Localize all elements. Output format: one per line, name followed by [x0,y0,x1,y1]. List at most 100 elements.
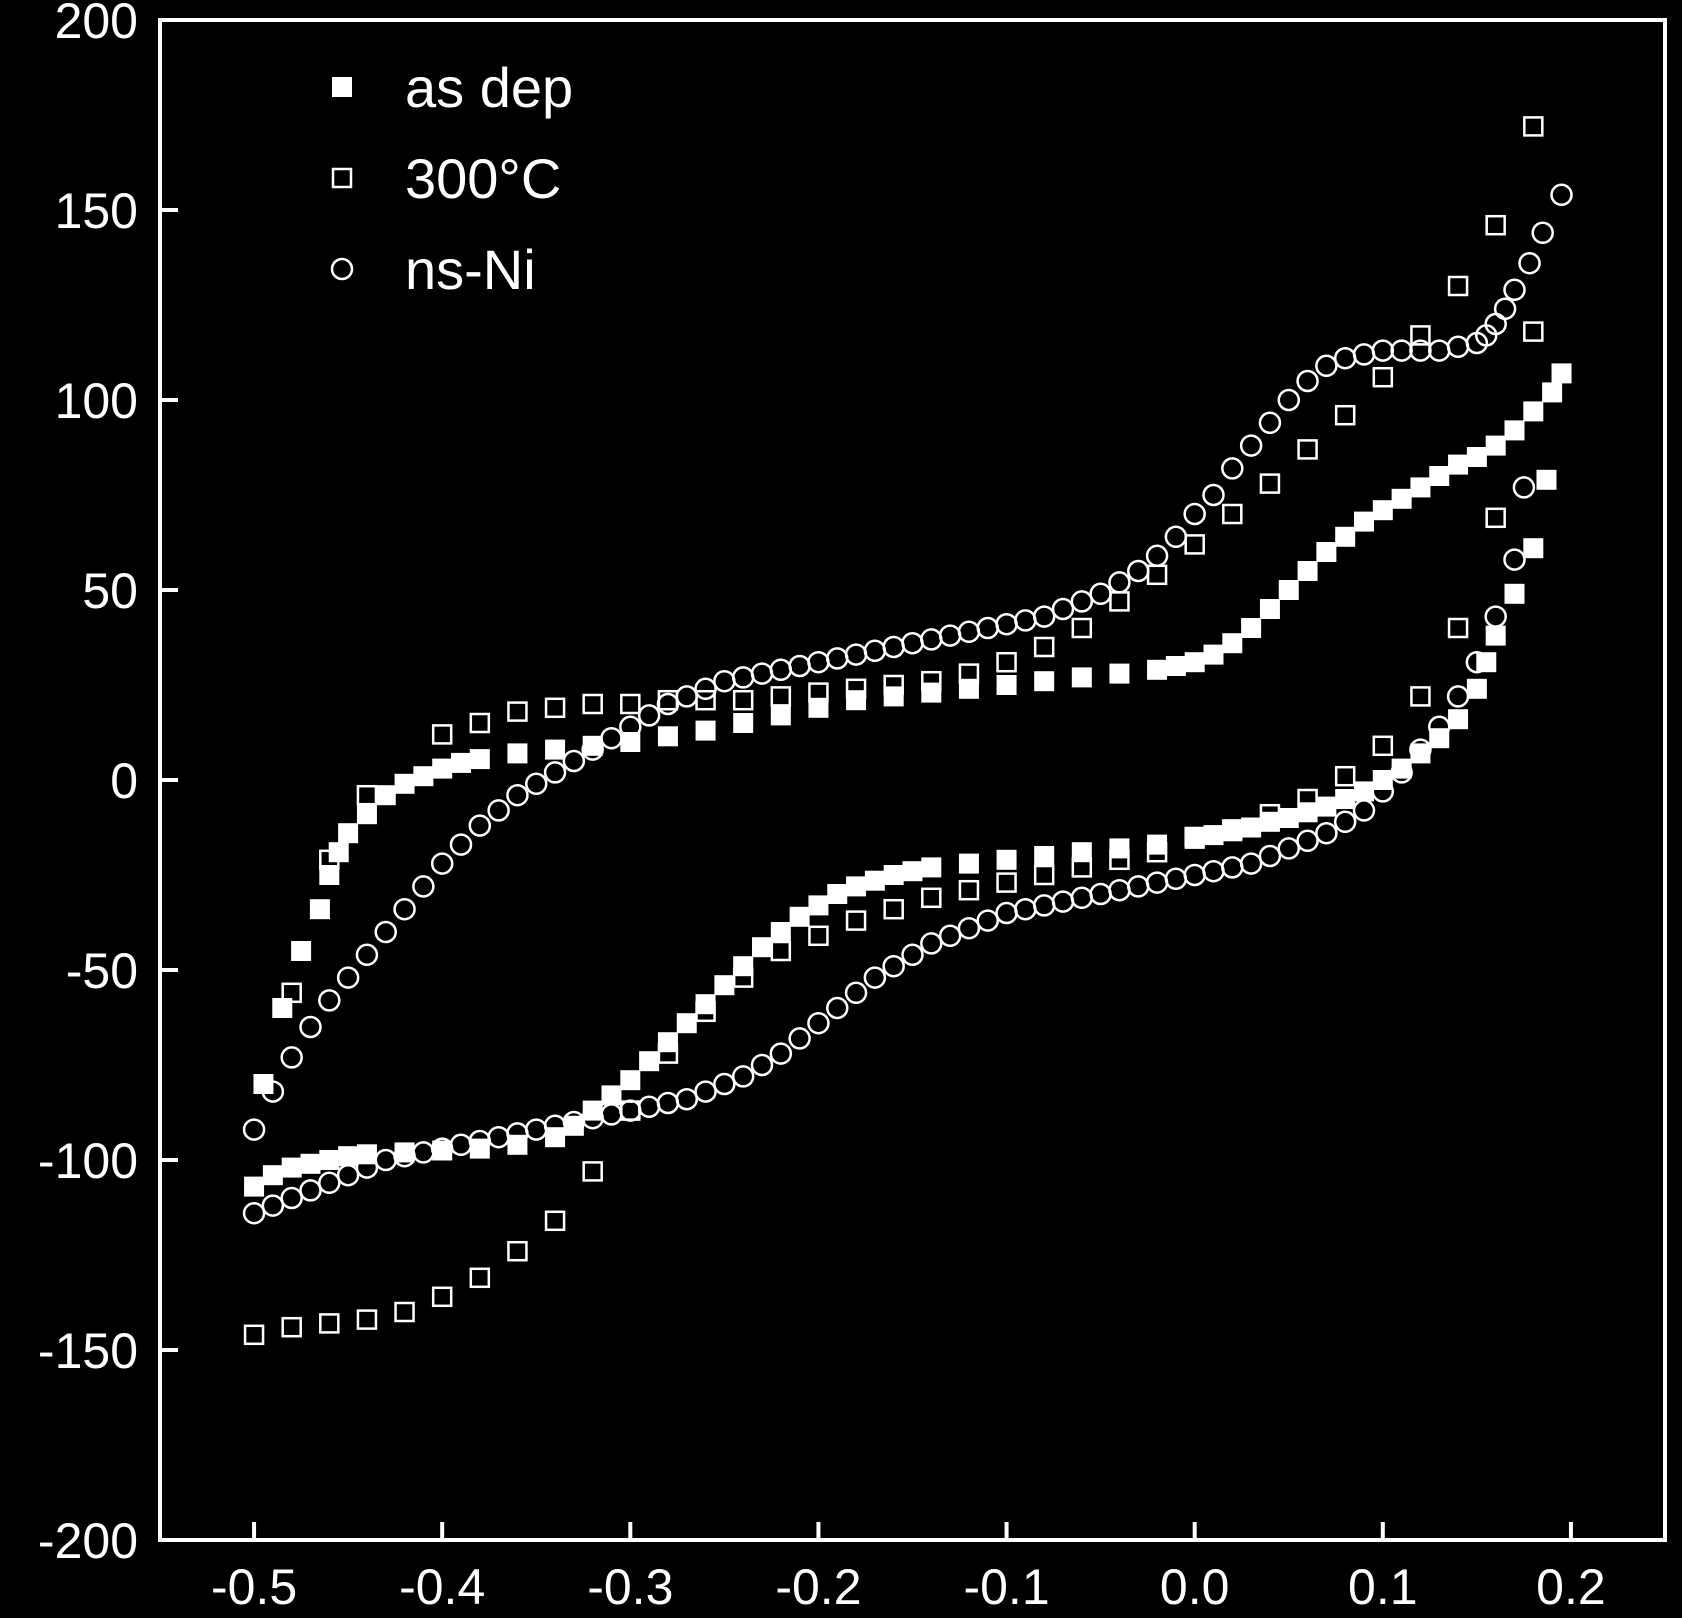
data-point-ns-ni [1070,590,1094,613]
data-point-as-dep [883,686,904,707]
data-point-300-c [1222,503,1243,525]
data-point-as-dep [1429,728,1450,749]
data-point-as-dep [1184,828,1205,849]
data-point-ns-ni [487,1125,510,1149]
data-point-as-dep [1241,618,1262,638]
data-point-ns-ni [731,666,755,689]
data-point-ns-ni [731,1065,755,1088]
data-point-as-dep [1071,667,1092,688]
data-point-as-dep [1109,663,1130,684]
y-tick-label: -200 [38,1513,138,1569]
data-point-ns-ni [1277,837,1300,860]
data-point-ns-ni [1428,715,1451,739]
data-point-ns-ni [1089,882,1112,906]
data-point-ns-ni [675,1087,698,1111]
data-point-ns-ni [1014,609,1037,632]
data-point-ns-ni [1518,251,1541,275]
data-point-ns-ni [600,1103,623,1126]
data-point-as-dep [770,705,791,726]
data-point-ns-ni [487,799,510,822]
data-point-as-dep [921,857,942,878]
data-point-300-c [770,940,792,962]
data-point-300-c [1184,534,1205,555]
data-point-as-dep [733,956,754,977]
data-point-as-dep [620,1070,641,1091]
data-point-300-c [544,697,566,719]
data-point-as-dep [309,899,330,920]
y-tick-label: -100 [38,1133,138,1189]
data-point-as-dep [996,849,1017,870]
data-point-as-dep [432,758,453,779]
data-point-300-c [695,1001,716,1023]
data-point-as-dep [921,682,942,703]
data-point-ns-ni [412,875,435,898]
data-point-ns-ni [882,635,905,659]
data-point-as-dep [1466,678,1487,699]
data-point-as-dep [1297,561,1318,581]
data-point-as-dep [300,1153,321,1174]
legend-marker [330,257,354,281]
data-point-ns-ni [1108,878,1131,902]
data-point-as-dep [1504,420,1525,441]
data-point-ns-ni [713,1072,736,1096]
data-point-as-dep [1316,796,1337,817]
data-point-300-c [695,689,716,711]
data-point-ns-ni [1127,875,1150,898]
data-point-ns-ni [694,677,717,701]
data-point-as-dep [714,975,735,996]
data-point-300-c [1146,841,1168,863]
data-point-ns-ni [882,954,905,978]
data-point-300-c [1109,849,1130,871]
data-point-ns-ni [1446,685,1470,708]
y-tick-label: 0 [110,753,138,809]
data-point-ns-ni [1390,339,1413,362]
data-point-as-dep [1316,542,1337,562]
data-point-300-c [1033,864,1055,886]
data-point-300-c [845,678,867,700]
data-point-ns-ni [807,1011,830,1035]
data-point-ns-ni [449,833,473,856]
data-point-as-dep [695,720,716,741]
data-point-ns-ni [1493,297,1517,321]
data-point-as-dep [338,823,359,844]
data-point-as-dep [432,1140,453,1161]
data-point-300-c [1410,686,1431,707]
data-point-as-dep [752,937,772,958]
data-point-ns-ni [957,916,981,940]
data-point-ns-ni [863,966,887,989]
data-point-300-c [1184,826,1205,848]
data-point-as-dep [1335,526,1356,547]
data-point-as-dep [827,884,848,904]
data-point-ns-ni [1296,829,1319,853]
legend-label: ns-Ni [405,238,536,301]
data-point-as-dep [281,1157,302,1178]
data-point-ns-ni [1183,863,1206,887]
data-point-as-dep [808,895,829,916]
data-point-as-dep [1034,671,1055,692]
data-point-ns-ni [336,1163,360,1187]
y-tick-label: -50 [66,943,138,999]
data-point-as-dep [1203,644,1224,665]
data-point-as-dep [1354,511,1374,532]
x-tick-label: -0.5 [211,1559,297,1615]
data-point-300-c [431,724,453,745]
data-point-as-dep [1184,652,1205,673]
data-point-300-c [657,1043,679,1064]
data-point-ns-ni [261,1194,285,1217]
data-point-as-dep [1372,770,1393,790]
data-point-ns-ni [1531,221,1554,245]
data-point-ns-ni [619,1099,642,1122]
data-point-as-dep [1485,625,1506,646]
data-point-300-c [620,693,641,715]
data-point-ns-ni [1315,821,1338,845]
data-point-300-c [1485,507,1506,529]
axis-ticks: -0.5 -0.4 -0.3 -0.2 -0.1 0.0 0.1 0.2 200 150 100 50… [38,0,1606,1615]
data-point-as-dep [883,865,904,885]
data-point-300-c [1410,325,1431,346]
data-point-as-dep [1448,709,1469,730]
data-point-as-dep [1466,447,1487,467]
data-point-ns-ni [1512,476,1536,499]
y-tick-label: 200 [55,0,138,49]
data-point-as-dep [770,922,791,942]
data-point-ns-ni [844,643,868,666]
